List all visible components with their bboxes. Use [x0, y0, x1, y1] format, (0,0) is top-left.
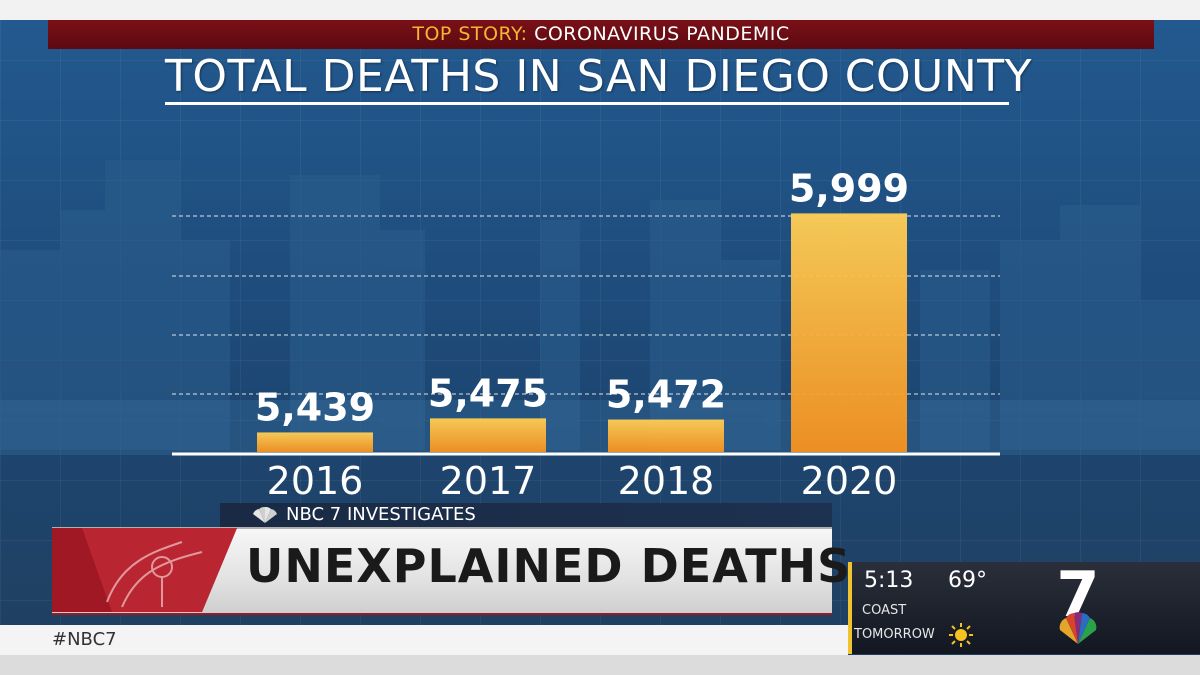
weather-temperature: 69°	[948, 568, 987, 593]
value-label-2017: 5,475	[428, 371, 548, 415]
banner-tag: TOP STORY:	[412, 23, 528, 45]
category-label-2016: 2016	[267, 459, 364, 503]
value-label-2020: 5,999	[789, 166, 909, 210]
hashtag: #NBC7	[52, 629, 117, 650]
nbc-peacock-icon	[1059, 612, 1097, 644]
value-label-2018: 5,472	[606, 373, 726, 417]
weather-accent-bar	[848, 562, 852, 654]
weather-period: TOMORROW	[854, 627, 935, 642]
headline-text: UNEXPLAINED DEATHS	[246, 539, 852, 593]
sun-icon	[949, 623, 973, 647]
title-underline	[165, 102, 1009, 105]
value-label-2016: 5,439	[255, 385, 375, 429]
sub-label-text: NBC 7 INVESTIGATES	[286, 504, 476, 525]
category-label-2020: 2020	[801, 459, 898, 503]
sub-label-bar: NBC 7 INVESTIGATES	[220, 503, 832, 527]
weather-time: 5:13	[864, 568, 914, 593]
weather-widget: 5:13 69° COAST TOMORROW	[848, 562, 1200, 654]
bar-2020	[791, 213, 907, 452]
nbc-peacock-icon	[253, 506, 277, 523]
nbc7-logo: 7	[1056, 566, 1100, 644]
chart-title: TOTAL DEATHS IN SAN DIEGO COUNTY	[165, 51, 1033, 102]
headline-graphic-art	[52, 528, 237, 612]
bar-2016	[257, 432, 373, 452]
top-strip	[0, 0, 1200, 20]
top-story-banner: TOP STORY: CORONAVIRUS PANDEMIC	[48, 20, 1154, 49]
bottom-strip	[0, 625, 848, 655]
bottom-border	[0, 655, 1200, 675]
category-label-2017: 2017	[440, 459, 537, 503]
banner-story: CORONAVIRUS PANDEMIC	[534, 23, 790, 45]
category-label-2018: 2018	[618, 459, 715, 503]
weather-location: COAST	[862, 603, 907, 618]
bar-2018	[608, 419, 724, 452]
bar-2017	[430, 418, 546, 452]
